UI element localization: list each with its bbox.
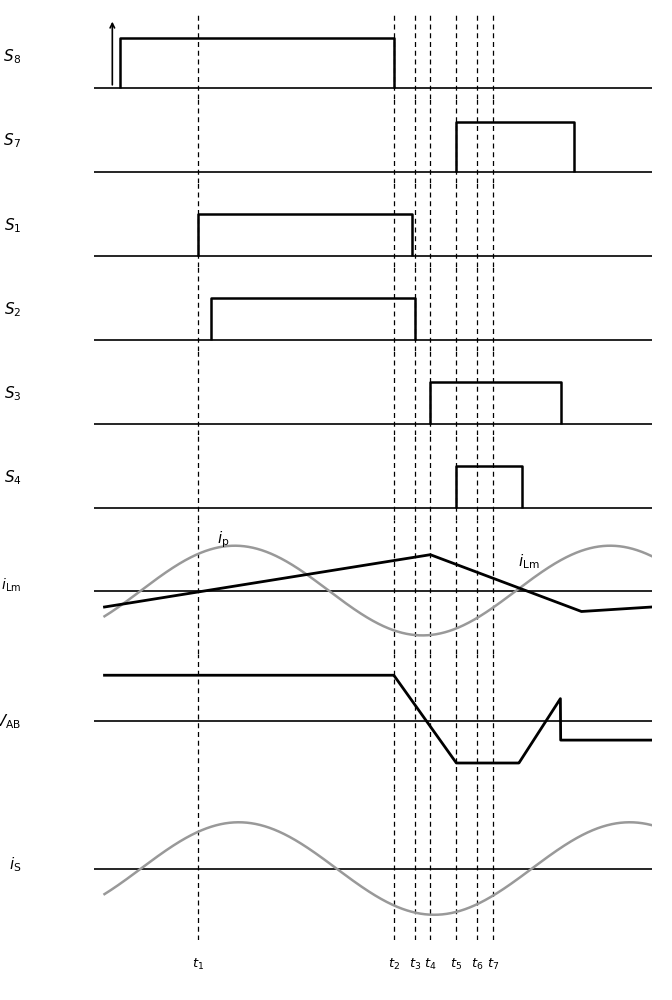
Text: $t_1$: $t_1$	[192, 957, 204, 972]
Text: $S_2$: $S_2$	[4, 300, 22, 319]
Text: $i_{\rm p},i_{\rm Lm}$: $i_{\rm p},i_{\rm Lm}$	[0, 577, 22, 596]
Text: $V_{\rm AB}$: $V_{\rm AB}$	[0, 712, 22, 731]
Text: $i_{\rm Lm}$: $i_{\rm Lm}$	[518, 553, 540, 571]
Text: $t_3$: $t_3$	[409, 957, 421, 972]
Text: $t_5$: $t_5$	[450, 957, 462, 972]
Text: $S_4$: $S_4$	[4, 468, 22, 487]
Text: $i_{\rm p}$: $i_{\rm p}$	[217, 530, 229, 550]
Text: $S_3$: $S_3$	[4, 384, 22, 403]
Text: $t_7$: $t_7$	[487, 957, 499, 972]
Text: $t_2$: $t_2$	[388, 957, 400, 972]
Text: $t_4$: $t_4$	[424, 957, 437, 972]
Text: $S_5,S_8$: $S_5,S_8$	[0, 48, 22, 66]
Text: $i_{\rm S}$: $i_{\rm S}$	[9, 855, 22, 874]
Text: $S_6,S_7$: $S_6,S_7$	[0, 132, 22, 150]
Text: $S_1$: $S_1$	[4, 216, 22, 235]
Text: $t_6$: $t_6$	[471, 957, 483, 972]
